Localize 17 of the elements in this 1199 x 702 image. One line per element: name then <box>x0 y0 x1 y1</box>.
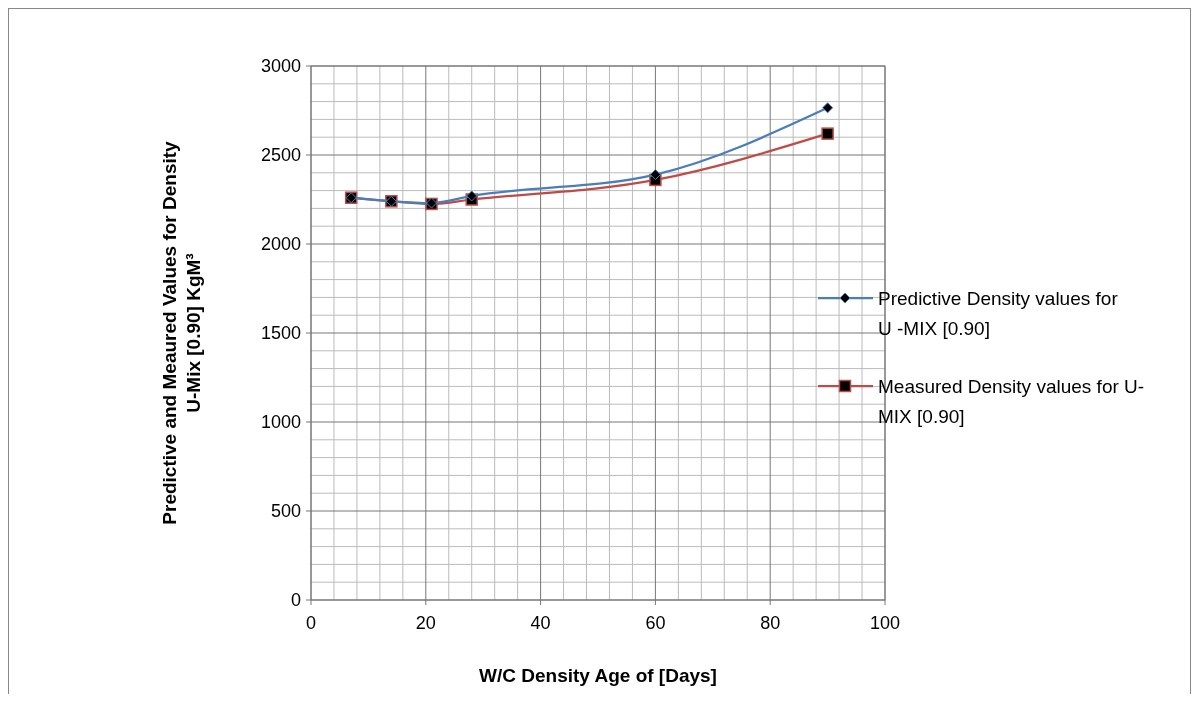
x-tick-label: 0 <box>305 613 317 633</box>
legend-label: Measured Density values for U- MIX [0.90] <box>878 376 1145 427</box>
x-tick-label: 20 <box>415 613 436 633</box>
y-tick-label: 1500 <box>260 323 301 343</box>
legend-label: Predictive Density values for U -MIX [0.90] <box>878 288 1119 339</box>
y-tick-label: 2000 <box>260 234 301 254</box>
x-tick-label: 100 <box>869 613 901 633</box>
x-axis-title: W/C Density Age of [Days] <box>479 665 717 686</box>
x-tick-label: 40 <box>530 613 551 633</box>
y-tick-label: 0 <box>290 590 301 610</box>
x-tick-label: 60 <box>645 613 666 633</box>
y-axis-title: Predictive and Meaured Values for Density U-Mix [0.90] KgM³ <box>159 140 204 525</box>
y-tick-label: 3000 <box>260 56 301 76</box>
y-tick-label: 1000 <box>260 412 301 432</box>
x-tick-label: 80 <box>760 613 781 633</box>
y-tick-label: 2500 <box>260 145 301 165</box>
y-tick-label: 500 <box>270 501 301 521</box>
